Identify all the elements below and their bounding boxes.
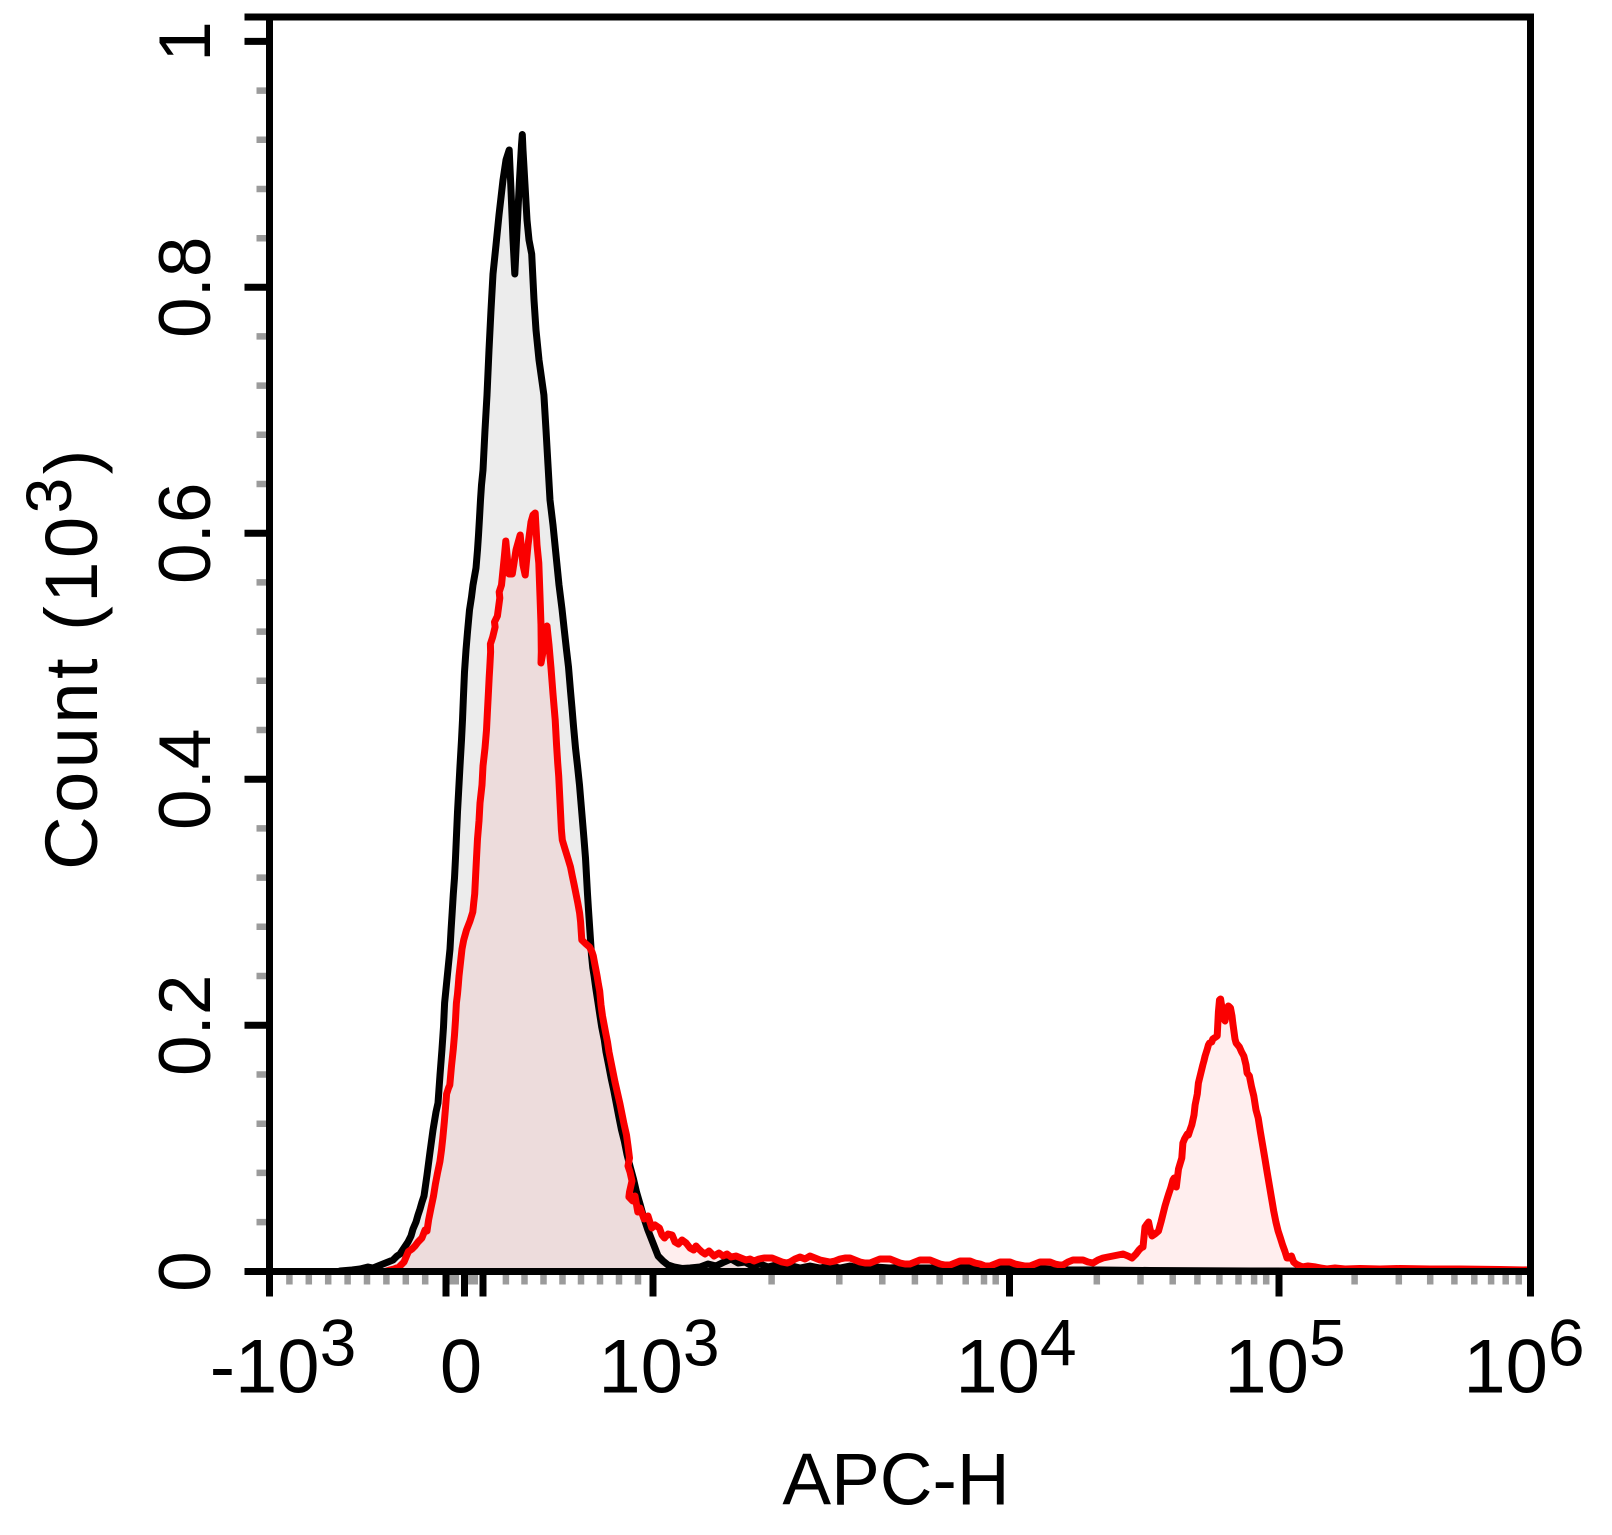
- svg-text:1: 1: [145, 21, 226, 62]
- svg-text:0.2: 0.2: [145, 975, 226, 1076]
- svg-text:0: 0: [440, 1325, 482, 1410]
- svg-text:0.4: 0.4: [145, 728, 226, 829]
- svg-text:APC-H: APC-H: [782, 1440, 1009, 1521]
- svg-text:0.8: 0.8: [145, 236, 226, 337]
- svg-text:0.6: 0.6: [145, 482, 226, 583]
- svg-text:0: 0: [145, 1251, 226, 1292]
- svg-text:Count (103): Count (103): [13, 446, 113, 870]
